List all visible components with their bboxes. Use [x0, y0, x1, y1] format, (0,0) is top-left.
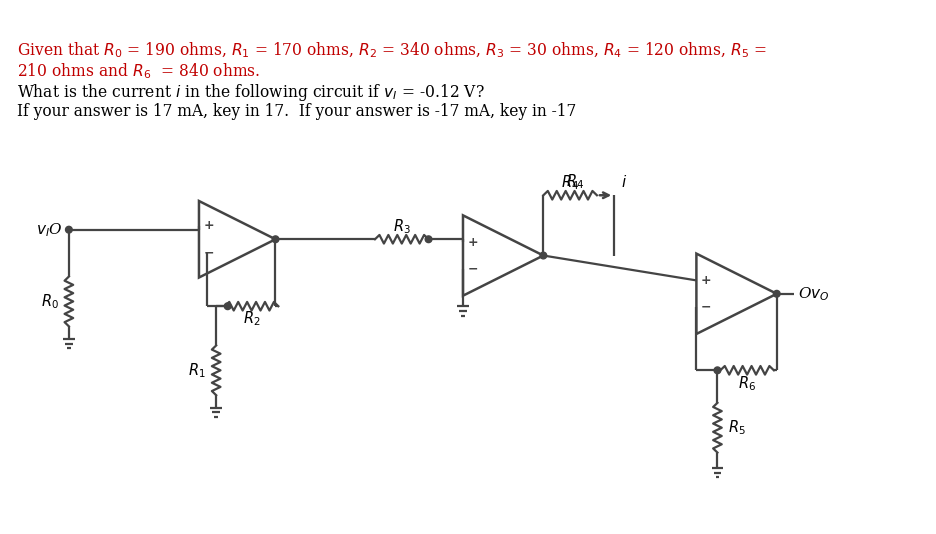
Circle shape: [66, 226, 72, 233]
Text: $R_2$: $R_2$: [242, 309, 260, 328]
Text: $R_1$: $R_1$: [188, 361, 206, 380]
Text: O$v_O$: O$v_O$: [797, 285, 829, 303]
Text: +: +: [203, 219, 213, 232]
Text: If your answer is 17 mA, key in 17.  If your answer is -17 mA, key in -17: If your answer is 17 mA, key in 17. If y…: [17, 104, 577, 121]
Text: $R_4$: $R_4$: [561, 174, 579, 192]
Circle shape: [225, 303, 231, 310]
Text: −: −: [467, 262, 477, 276]
Text: $R_3$: $R_3$: [393, 217, 411, 236]
Text: $v_I$O: $v_I$O: [37, 221, 63, 239]
Text: $i$: $i$: [621, 174, 627, 190]
Text: +: +: [701, 274, 711, 287]
Circle shape: [425, 236, 431, 242]
Circle shape: [773, 290, 780, 297]
Text: −: −: [203, 246, 213, 259]
Text: −: −: [701, 301, 711, 313]
Text: What is the current $i$ in the following circuit if $v_I$ = -0.12 V?: What is the current $i$ in the following…: [17, 82, 485, 104]
Text: $R_4$: $R_4$: [566, 172, 584, 191]
Circle shape: [714, 367, 721, 374]
Text: $R_0$: $R_0$: [41, 292, 59, 311]
Circle shape: [272, 236, 279, 242]
Text: $R_6$: $R_6$: [739, 374, 756, 393]
Text: Given that $R_0$ = 190 ohms, $R_1$ = 170 ohms, $R_2$ = 340 ohms, $R_3$ = 30 ohms: Given that $R_0$ = 190 ohms, $R_1$ = 170…: [17, 40, 767, 60]
Text: +: +: [467, 235, 478, 249]
Text: $R_5$: $R_5$: [727, 418, 745, 437]
Text: 210 ohms and $R_6$  = 840 ohms.: 210 ohms and $R_6$ = 840 ohms.: [17, 61, 260, 81]
Circle shape: [540, 252, 547, 259]
